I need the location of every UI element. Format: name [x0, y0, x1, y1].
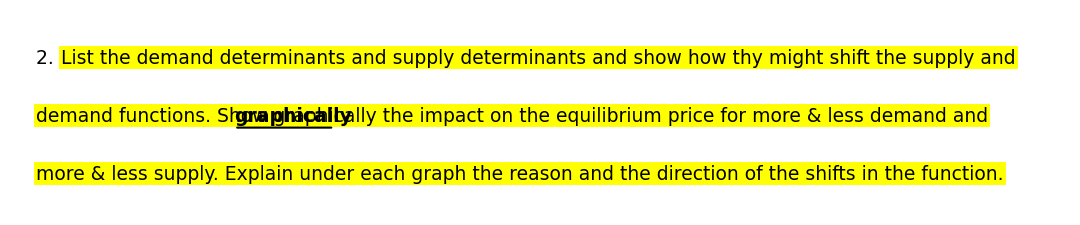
Text: demand functions. Show graphically the impact on the equilibrium price for more : demand functions. Show graphically the i…	[36, 106, 988, 125]
Text: graphically: graphically	[234, 106, 352, 125]
Text: 2.: 2.	[36, 49, 59, 68]
Text: more & less supply. Explain under each graph the reason and the direction of the: more & less supply. Explain under each g…	[36, 164, 1003, 183]
Text: List the demand determinants and supply determinants and show how thy might shif: List the demand determinants and supply …	[62, 49, 1015, 68]
